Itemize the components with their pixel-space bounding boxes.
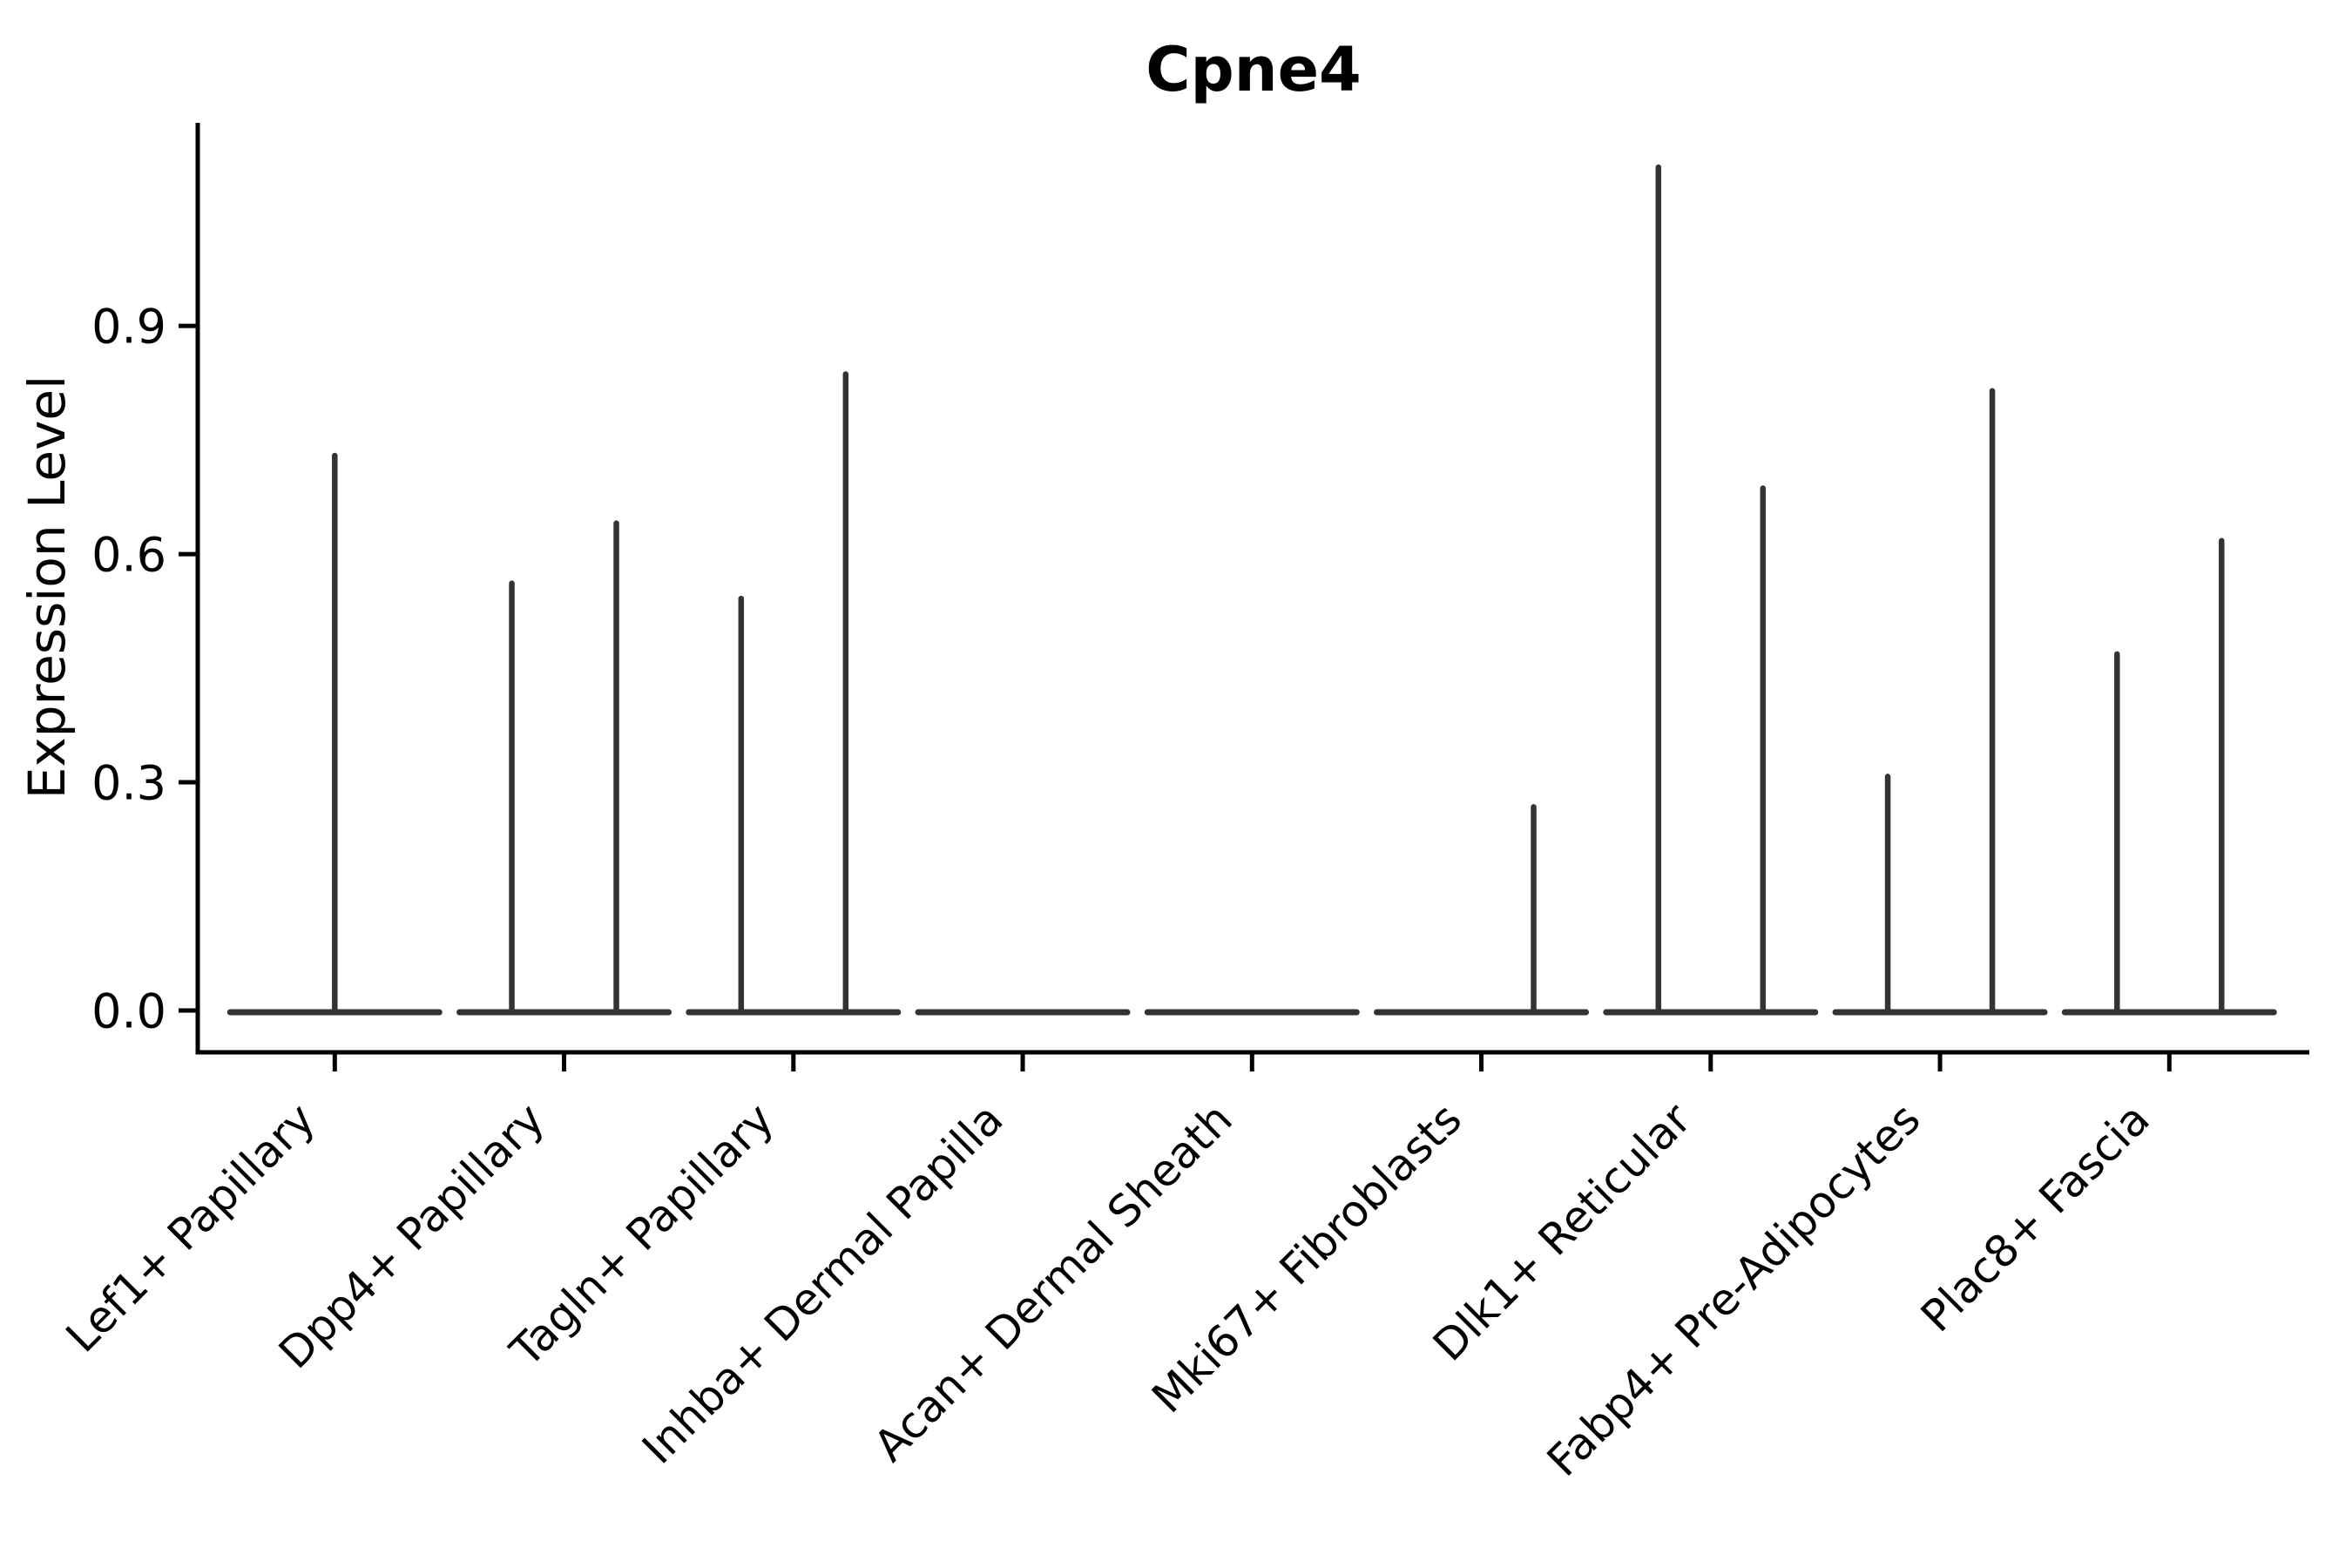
y-tick-label: 0.9 xyxy=(91,300,166,355)
y-tick-label: 0.6 xyxy=(91,528,166,583)
y-axis-ticks: 0.0 0.3 0.6 0.9 xyxy=(91,300,198,1038)
x-tick-label: Plac8+ Fascia xyxy=(1911,1093,2159,1342)
y-tick-label: 0.3 xyxy=(91,755,166,810)
x-tick-label: Fabp4+ Pre-Adipocytes xyxy=(1538,1093,1930,1486)
x-tick-label: Lef1+ Papillary xyxy=(57,1093,325,1362)
y-tick-label: 0.0 xyxy=(91,983,166,1038)
chart-title: Cpne4 xyxy=(1146,34,1362,105)
y-axis-label: Expression Level xyxy=(17,375,77,799)
violin-traces xyxy=(226,164,2277,1016)
